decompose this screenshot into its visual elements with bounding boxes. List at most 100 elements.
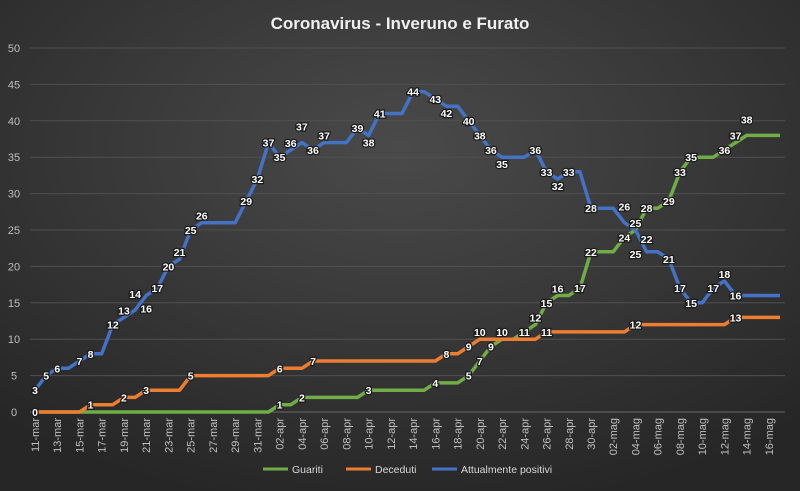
data-label: 37 bbox=[263, 138, 275, 150]
data-label: 33 bbox=[541, 167, 553, 179]
x-tick-label: 19-mar bbox=[119, 418, 131, 453]
x-tick-label: 08-mag bbox=[675, 418, 687, 455]
x-tick-label: 27-mar bbox=[208, 418, 220, 453]
data-label: 17 bbox=[151, 283, 163, 295]
data-label: 36 bbox=[530, 145, 542, 157]
data-label: 33 bbox=[563, 167, 575, 179]
data-label: 20 bbox=[163, 261, 175, 273]
data-label: 29 bbox=[663, 196, 675, 208]
data-label: 42 bbox=[441, 108, 453, 120]
data-label: 43 bbox=[429, 94, 441, 106]
data-label: 16 bbox=[552, 284, 564, 296]
data-label: 35 bbox=[496, 159, 508, 171]
x-tick-label: 12-mag bbox=[719, 418, 731, 455]
x-tick-label: 16-apr bbox=[430, 418, 442, 450]
data-label: 10 bbox=[474, 327, 486, 339]
data-label: 38 bbox=[741, 114, 753, 126]
data-label: 10 bbox=[496, 327, 508, 339]
series-line-guariti bbox=[35, 133, 780, 414]
data-label: 3 bbox=[366, 385, 372, 397]
y-tick-label: 0 bbox=[11, 407, 17, 419]
data-label: 0 bbox=[32, 407, 38, 419]
data-label: 12 bbox=[530, 313, 542, 325]
data-label: 5 bbox=[188, 371, 194, 383]
x-tick-label: 13-mar bbox=[52, 418, 64, 453]
data-label: 12 bbox=[630, 320, 642, 332]
data-label: 14 bbox=[129, 289, 141, 301]
data-label: 37 bbox=[318, 131, 330, 143]
data-label: 32 bbox=[552, 181, 564, 193]
x-tick-label: 11-mar bbox=[30, 418, 42, 452]
y-tick-label: 15 bbox=[8, 298, 20, 310]
data-label: 24 bbox=[619, 232, 631, 244]
x-tick-label: 14-apr bbox=[408, 418, 420, 450]
data-label: 17 bbox=[574, 283, 586, 295]
data-label: 36 bbox=[285, 138, 297, 150]
data-label: 13 bbox=[730, 312, 742, 324]
data-label: 37 bbox=[730, 131, 742, 143]
data-label: 25 bbox=[630, 218, 642, 230]
x-tick-label: 21-mar bbox=[141, 418, 153, 453]
x-tick-label: 15-mar bbox=[74, 418, 86, 453]
data-label: 36 bbox=[485, 145, 497, 157]
data-label: 7 bbox=[477, 356, 483, 368]
data-label: 35 bbox=[274, 152, 286, 164]
data-label: 1 bbox=[88, 400, 94, 412]
data-label: 26 bbox=[196, 211, 208, 223]
data-label: 28 bbox=[641, 203, 653, 215]
data-label: 3 bbox=[143, 385, 149, 397]
gridlines bbox=[30, 47, 785, 413]
data-label: 17 bbox=[707, 283, 719, 295]
data-label: 6 bbox=[277, 363, 283, 375]
data-label: 39 bbox=[352, 123, 364, 135]
data-label: 13 bbox=[118, 305, 130, 317]
data-label: 16 bbox=[140, 304, 152, 316]
data-label: 16 bbox=[730, 291, 742, 303]
y-tick-label: 30 bbox=[8, 189, 20, 201]
data-label: 5 bbox=[43, 371, 49, 383]
series-line-attualmente-positivi bbox=[33, 89, 780, 392]
x-tick-label: 25-mar bbox=[186, 418, 198, 453]
data-label: 38 bbox=[363, 137, 375, 149]
data-label: 11 bbox=[541, 327, 552, 339]
data-label: 3 bbox=[32, 385, 38, 397]
data-label: 21 bbox=[663, 254, 675, 266]
legend-label-deceduti: Deceduti bbox=[375, 464, 416, 476]
x-tick-label: 31-mar bbox=[252, 418, 264, 453]
x-tick-label: 24-apr bbox=[519, 418, 531, 450]
data-label: 29 bbox=[240, 196, 252, 208]
data-label: 18 bbox=[719, 269, 731, 281]
data-label: 17 bbox=[674, 283, 686, 295]
x-tick-label: 29-mar bbox=[230, 418, 242, 453]
data-label: 8 bbox=[88, 349, 94, 361]
y-tick-label: 10 bbox=[8, 334, 20, 346]
data-label: 9 bbox=[466, 341, 472, 353]
x-tick-label: 14-mag bbox=[742, 418, 754, 455]
x-tick-label: 06-apr bbox=[319, 418, 331, 450]
data-label: 25 bbox=[630, 249, 642, 261]
chart-title: Coronavirus - Inveruno e Furato bbox=[271, 14, 530, 33]
data-label: 44 bbox=[407, 87, 419, 99]
data-label: 4 bbox=[432, 378, 438, 390]
data-label: 36 bbox=[307, 145, 319, 157]
series-line-deceduti bbox=[35, 315, 780, 414]
data-label: 5 bbox=[466, 371, 472, 383]
data-label: 32 bbox=[252, 174, 264, 186]
y-tick-label: 40 bbox=[8, 116, 20, 128]
x-tick-label: 02-mag bbox=[608, 418, 620, 455]
x-tick-label: 26-apr bbox=[542, 418, 554, 450]
data-label: 8 bbox=[444, 349, 450, 361]
data-label: 41 bbox=[374, 109, 386, 121]
data-label: 40 bbox=[463, 116, 475, 128]
data-label: 37 bbox=[296, 122, 308, 134]
data-label: 26 bbox=[619, 202, 631, 214]
data-label: 25 bbox=[185, 225, 197, 237]
y-tick-label: 45 bbox=[8, 79, 20, 91]
data-label: 22 bbox=[585, 247, 597, 259]
data-label: 38 bbox=[474, 130, 486, 142]
data-label: 7 bbox=[77, 356, 83, 368]
legend: Guariti Deceduti Attualmente positivi bbox=[263, 464, 552, 476]
legend-label-guariti: Guariti bbox=[292, 464, 323, 476]
